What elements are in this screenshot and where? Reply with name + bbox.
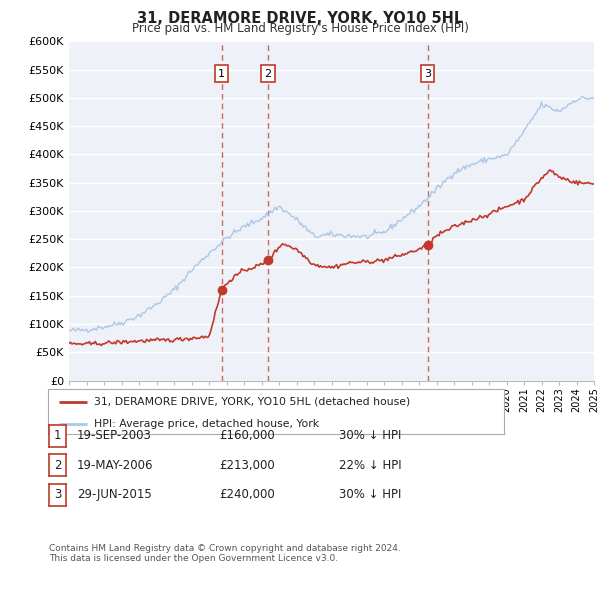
Text: 30% ↓ HPI: 30% ↓ HPI bbox=[339, 430, 401, 442]
Text: £213,000: £213,000 bbox=[219, 459, 275, 472]
Text: 31, DERAMORE DRIVE, YORK, YO10 5HL (detached house): 31, DERAMORE DRIVE, YORK, YO10 5HL (deta… bbox=[94, 397, 410, 407]
Text: 2: 2 bbox=[54, 459, 61, 472]
Text: Price paid vs. HM Land Registry's House Price Index (HPI): Price paid vs. HM Land Registry's House … bbox=[131, 22, 469, 35]
Text: 3: 3 bbox=[54, 489, 61, 502]
Text: £160,000: £160,000 bbox=[219, 430, 275, 442]
Text: 2: 2 bbox=[265, 68, 272, 78]
Text: 19-SEP-2003: 19-SEP-2003 bbox=[77, 430, 152, 442]
Text: This data is licensed under the Open Government Licence v3.0.: This data is licensed under the Open Gov… bbox=[49, 555, 338, 563]
Text: 3: 3 bbox=[424, 68, 431, 78]
Text: 30% ↓ HPI: 30% ↓ HPI bbox=[339, 489, 401, 502]
Text: 29-JUN-2015: 29-JUN-2015 bbox=[77, 489, 152, 502]
Text: 31, DERAMORE DRIVE, YORK, YO10 5HL: 31, DERAMORE DRIVE, YORK, YO10 5HL bbox=[137, 11, 463, 25]
Text: 19-MAY-2006: 19-MAY-2006 bbox=[77, 459, 154, 472]
Text: Contains HM Land Registry data © Crown copyright and database right 2024.: Contains HM Land Registry data © Crown c… bbox=[49, 545, 401, 553]
Text: HPI: Average price, detached house, York: HPI: Average price, detached house, York bbox=[94, 419, 319, 429]
Text: 1: 1 bbox=[218, 68, 225, 78]
Text: £240,000: £240,000 bbox=[219, 489, 275, 502]
Text: 22% ↓ HPI: 22% ↓ HPI bbox=[339, 459, 401, 472]
Text: 1: 1 bbox=[54, 430, 61, 442]
